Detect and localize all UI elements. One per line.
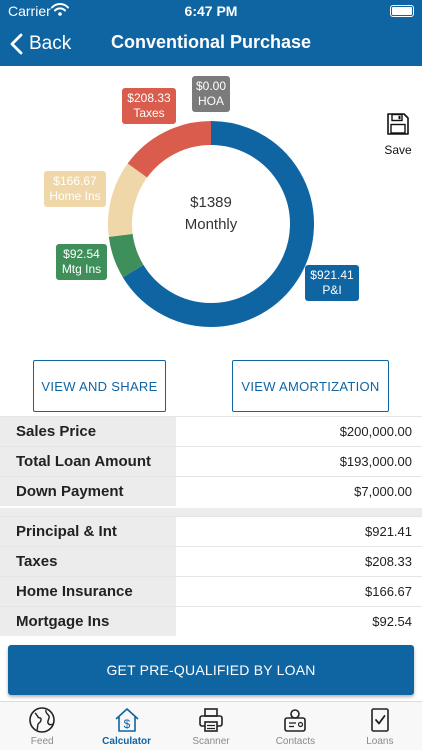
chevron-left-icon — [10, 33, 23, 55]
get-prequalified-button[interactable]: GET PRE-QUALIFIED BY LOAN — [8, 645, 414, 695]
tab-label-calculator: Calculator — [102, 736, 152, 747]
view-and-share-button[interactable]: VIEW AND SHARE — [33, 360, 166, 412]
slice-value-mtg-ins: $92.54 — [63, 247, 100, 261]
slice-name-taxes: Taxes — [133, 106, 165, 120]
monthly-label: Monthly — [184, 216, 238, 233]
table-row: Total Loan Amount $193,000.00 — [0, 446, 422, 476]
table-row: Home Insurance $166.67 — [0, 576, 422, 606]
donut-slice-home-ins — [108, 163, 148, 237]
slice-name-mtg-ins: Mtg Ins — [61, 262, 102, 276]
nav-bar: Back Conventional Purchase — [0, 22, 422, 66]
row-value-principal-int: $921.41 — [176, 517, 422, 546]
row-value-mortgage-ins: $92.54 — [176, 607, 422, 636]
slice-tag-pi: $921.41 P&I — [305, 265, 359, 301]
row-label-down-payment: Down Payment — [0, 477, 176, 506]
slice-value-taxes: $208.33 — [127, 91, 171, 105]
row-label-taxes: Taxes — [0, 547, 176, 576]
slice-name-pi: P&I — [322, 283, 342, 297]
section-divider — [0, 508, 422, 516]
row-value-sales-price: $200,000.00 — [176, 417, 422, 446]
save-label: Save — [384, 143, 412, 157]
tab-label-scanner: Scanner — [192, 736, 230, 747]
status-bar: Carrier 6:47 PM — [0, 0, 422, 22]
tab-calculator[interactable]: $ Calculator — [84, 702, 168, 750]
carrier-label: Carrier — [8, 3, 51, 19]
row-label-home-insurance: Home Insurance — [0, 577, 176, 606]
svg-text:$: $ — [123, 717, 130, 731]
row-label-principal-int: Principal & Int — [0, 517, 176, 546]
donut-slice-taxes — [127, 121, 212, 178]
back-button[interactable]: Back — [10, 30, 71, 58]
donut-chart — [108, 121, 314, 327]
app-header: Carrier 6:47 PM Back Conventional Purcha… — [0, 0, 422, 66]
row-label-mortgage-ins: Mortgage Ins — [0, 607, 176, 636]
monthly-total: $1389 — [190, 194, 232, 211]
table-row: Mortgage Ins $92.54 — [0, 606, 422, 636]
donut-slice-p-i — [122, 121, 314, 327]
contacts-icon — [284, 709, 307, 732]
row-value-home-insurance: $166.67 — [176, 577, 422, 606]
house-dollar-icon: $ — [115, 708, 139, 732]
slice-tag-home-ins: $166.67 Home Ins — [44, 171, 106, 207]
tab-label-contacts: Contacts — [275, 736, 316, 747]
slice-tag-hoa: $0.00 HOA — [192, 76, 230, 112]
save-button[interactable]: Save — [381, 112, 415, 157]
view-amortization-button[interactable]: VIEW AMORTIZATION — [232, 360, 389, 412]
donut-slice-mtg-ins — [108, 233, 144, 278]
row-label-sales-price: Sales Price — [0, 417, 176, 446]
table-row: Taxes $208.33 — [0, 546, 422, 576]
slice-value-home-ins: $166.67 — [53, 174, 97, 188]
status-time: 6:47 PM — [184, 3, 238, 19]
battery-icon — [390, 5, 414, 17]
tab-label-loans: Loans — [366, 736, 394, 747]
slice-tag-taxes: $208.33 Taxes — [122, 88, 176, 124]
back-label: Back — [29, 33, 72, 54]
row-value-taxes: $208.33 — [176, 547, 422, 576]
slice-tag-mtg-ins: $92.54 Mtg Ins — [56, 244, 107, 280]
slice-value-hoa: $0.00 — [196, 79, 227, 93]
printer-icon — [199, 708, 223, 732]
tab-label-feed: Feed — [30, 736, 54, 747]
table-row: Sales Price $200,000.00 — [0, 416, 422, 446]
document-check-icon — [371, 708, 389, 732]
tab-loans[interactable]: Loans — [338, 702, 422, 750]
tab-bar: Feed $ Calculator Scanner Contacts — [0, 701, 422, 750]
row-value-down-payment: $7,000.00 — [176, 477, 422, 506]
payment-chart: $1389 Monthly $0.00 HOA $208.33 Taxes $1… — [0, 66, 422, 356]
globe-icon — [29, 707, 56, 733]
table-row: Down Payment $7,000.00 — [0, 476, 422, 506]
payment-breakdown-table: Principal & Int $921.41 Taxes $208.33 Ho… — [0, 516, 422, 636]
floppy-disk-icon — [387, 113, 409, 135]
slice-value-pi: $921.41 — [310, 268, 354, 282]
tab-feed[interactable]: Feed — [0, 702, 84, 750]
tab-contacts[interactable]: Contacts — [253, 702, 337, 750]
tab-scanner[interactable]: Scanner — [169, 702, 253, 750]
table-row: Principal & Int $921.41 — [0, 516, 422, 546]
loan-summary-table: Sales Price $200,000.00 Total Loan Amoun… — [0, 416, 422, 506]
row-value-total-loan: $193,000.00 — [176, 447, 422, 476]
wifi-icon — [51, 3, 69, 19]
slice-name-hoa: HOA — [197, 94, 224, 108]
row-label-total-loan: Total Loan Amount — [0, 447, 176, 476]
slice-name-home-ins: Home Ins — [49, 189, 101, 203]
